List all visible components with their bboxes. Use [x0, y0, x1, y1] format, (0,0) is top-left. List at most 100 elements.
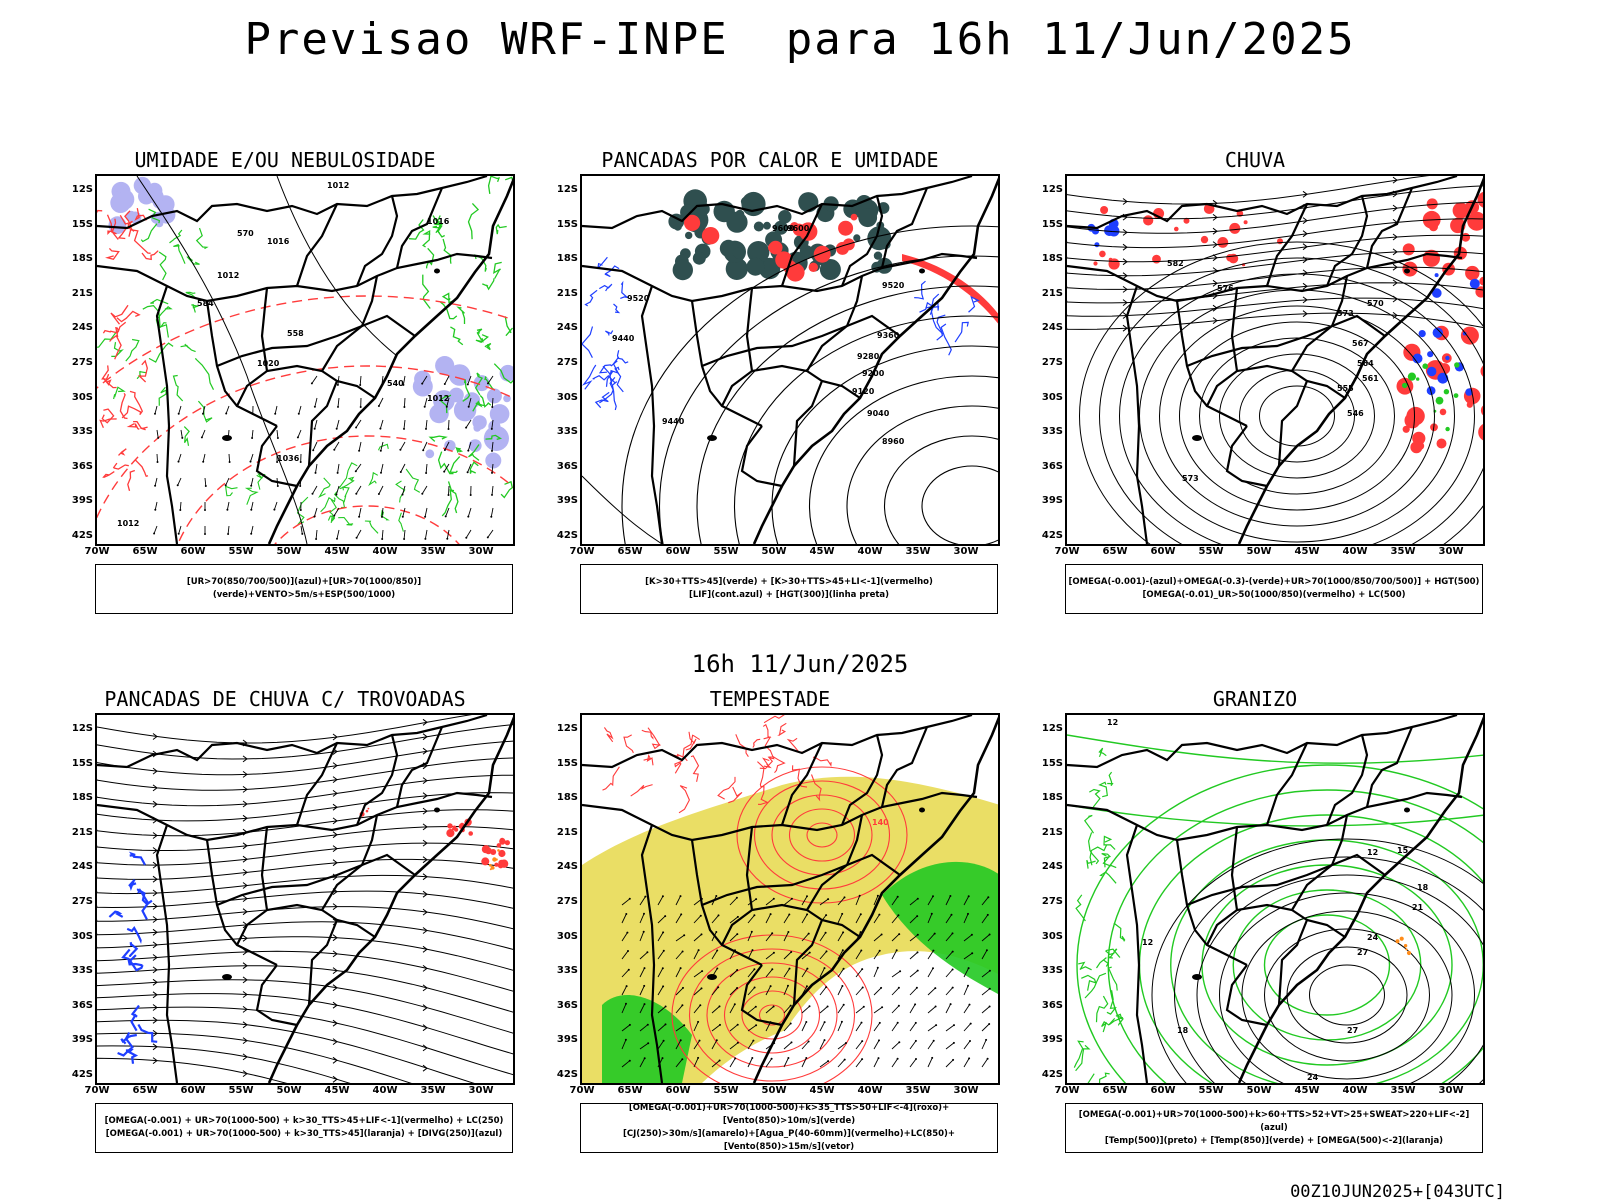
lat-tick-label: 15S: [55, 219, 93, 230]
lat-tick-label: 39S: [55, 495, 93, 506]
lon-tick-label: 65W: [133, 1085, 158, 1096]
lat-tick-label: 30S: [55, 931, 93, 942]
contour-label: 540: [387, 379, 404, 388]
contour-label: 21: [1412, 903, 1424, 912]
run-info-label: 00Z10JUN2025+[043UTC]: [1290, 1182, 1505, 1202]
lon-tick-label: 55W: [714, 1085, 739, 1096]
lat-tick-label: 21S: [540, 827, 578, 838]
lon-tick-label: 70W: [570, 1085, 595, 1096]
lat-tick-label: 18S: [55, 792, 93, 803]
main-title: Previsao WRF-INPE para 16h 11/Jun/2025: [0, 14, 1600, 65]
lon-tick-label: 40W: [858, 546, 883, 557]
contour-label: 24: [1307, 1073, 1319, 1082]
lat-tick-label: 21S: [1025, 827, 1063, 838]
contour-label: 1012: [327, 181, 349, 190]
lon-tick-label: 40W: [373, 546, 398, 557]
lon-tick-label: 40W: [373, 1085, 398, 1096]
lon-tick-label: 70W: [85, 546, 110, 557]
contour-label: 570: [237, 229, 254, 238]
lon-tick-label: 55W: [229, 1085, 254, 1096]
lat-tick-label: 30S: [55, 392, 93, 403]
lat-tick-label: 21S: [540, 288, 578, 299]
lat-tick-label: 36S: [55, 461, 93, 472]
lon-tick-label: 45W: [810, 546, 835, 557]
lat-tick-label: 21S: [55, 827, 93, 838]
map-frame: [95, 713, 515, 1085]
lat-tick-label: 30S: [540, 931, 578, 942]
contour-label: 1020: [257, 359, 280, 368]
lat-tick-label: 33S: [55, 426, 93, 437]
lon-tick-label: 45W: [325, 546, 350, 557]
lat-tick-label: 27S: [540, 357, 578, 368]
lat-tick-label: 18S: [55, 253, 93, 264]
map-graphic: 140: [582, 715, 1000, 1083]
contour-label: 573: [1182, 474, 1199, 483]
contour-label: 9520: [882, 281, 905, 290]
lon-tick-label: 70W: [570, 546, 595, 557]
contour-label: 12: [1367, 848, 1378, 857]
legend-box: [UR>70(850/700/500)](azul)+[UR>70(1000/8…: [95, 564, 513, 614]
contour-label: 570: [1367, 299, 1384, 308]
lat-tick-label: 18S: [540, 253, 578, 264]
lat-tick-label: 18S: [1025, 253, 1063, 264]
contour-label: 561: [1362, 374, 1379, 383]
contour-label: 9600: [772, 224, 795, 233]
lon-tick-label: 50W: [762, 546, 787, 557]
legend-box: [OMEGA(-0.001)+UR>70(1000-500)+k>35_TTS>…: [580, 1103, 998, 1153]
lat-tick-label: 39S: [1025, 495, 1063, 506]
lat-tick-label: 33S: [55, 965, 93, 976]
lon-tick-label: 35W: [421, 1085, 446, 1096]
contour-label: 12: [1142, 938, 1153, 947]
lon-tick-label: 45W: [1295, 1085, 1320, 1096]
contour-label: 12: [1107, 718, 1118, 727]
lat-tick-label: 39S: [540, 1034, 578, 1045]
contour-label: 1012: [427, 394, 449, 403]
lon-tick-label: 40W: [858, 1085, 883, 1096]
lat-tick-label: 36S: [1025, 461, 1063, 472]
legend-line: [LIF](cont.azul) + [HGT(300)](linha pret…: [581, 589, 997, 602]
lon-tick-label: 35W: [906, 546, 931, 557]
lon-tick-label: 35W: [1391, 546, 1416, 557]
lon-tick-label: 60W: [666, 1085, 691, 1096]
lon-tick-label: 65W: [1103, 546, 1128, 557]
lon-tick-label: 55W: [1199, 546, 1224, 557]
lat-tick-label: 27S: [55, 357, 93, 368]
lon-tick-label: 35W: [421, 546, 446, 557]
contour-label: 546: [1347, 409, 1364, 418]
lat-tick-label: 36S: [55, 1000, 93, 1011]
lon-tick-label: 55W: [229, 546, 254, 557]
lat-tick-label: 33S: [1025, 426, 1063, 437]
lon-tick-label: 55W: [1199, 1085, 1224, 1096]
lon-tick-label: 50W: [277, 546, 302, 557]
contour-label: 9280: [857, 352, 880, 361]
lon-tick-label: 35W: [906, 1085, 931, 1096]
lat-tick-label: 42S: [540, 1069, 578, 1080]
legend-line: [K>30+TTS>45](verde) + [K>30+TTS>45+LI<-…: [581, 576, 997, 589]
lat-tick-label: 33S: [540, 965, 578, 976]
panel-title: PANCADAS DE CHUVA C/ TROVOADAS: [55, 687, 515, 711]
contour-label: 8960: [882, 437, 905, 446]
lat-tick-label: 24S: [1025, 322, 1063, 333]
lon-tick-label: 70W: [1055, 546, 1080, 557]
legend-line: [OMEGA(-0.001) + UR>70(1000-500) + k>30_…: [96, 1128, 512, 1141]
legend-line: [UR>70(850/700/500)](azul)+[UR>70(1000/8…: [96, 576, 512, 602]
contour-label: 558: [287, 329, 304, 338]
panel-title: TEMPESTADE: [540, 687, 1000, 711]
contour-label: 1012: [217, 271, 239, 280]
lat-tick-label: 30S: [540, 392, 578, 403]
lon-tick-label: 30W: [469, 1085, 494, 1096]
lon-tick-label: 70W: [85, 1085, 110, 1096]
lon-tick-label: 60W: [1151, 1085, 1176, 1096]
contour-label: 27: [1357, 948, 1368, 957]
legend-line: [OMEGA(-0.001)+UR>70(1000-500)+k>60+TTS>…: [1066, 1109, 1482, 1135]
lat-tick-label: 21S: [55, 288, 93, 299]
lon-tick-label: 40W: [1343, 1085, 1368, 1096]
